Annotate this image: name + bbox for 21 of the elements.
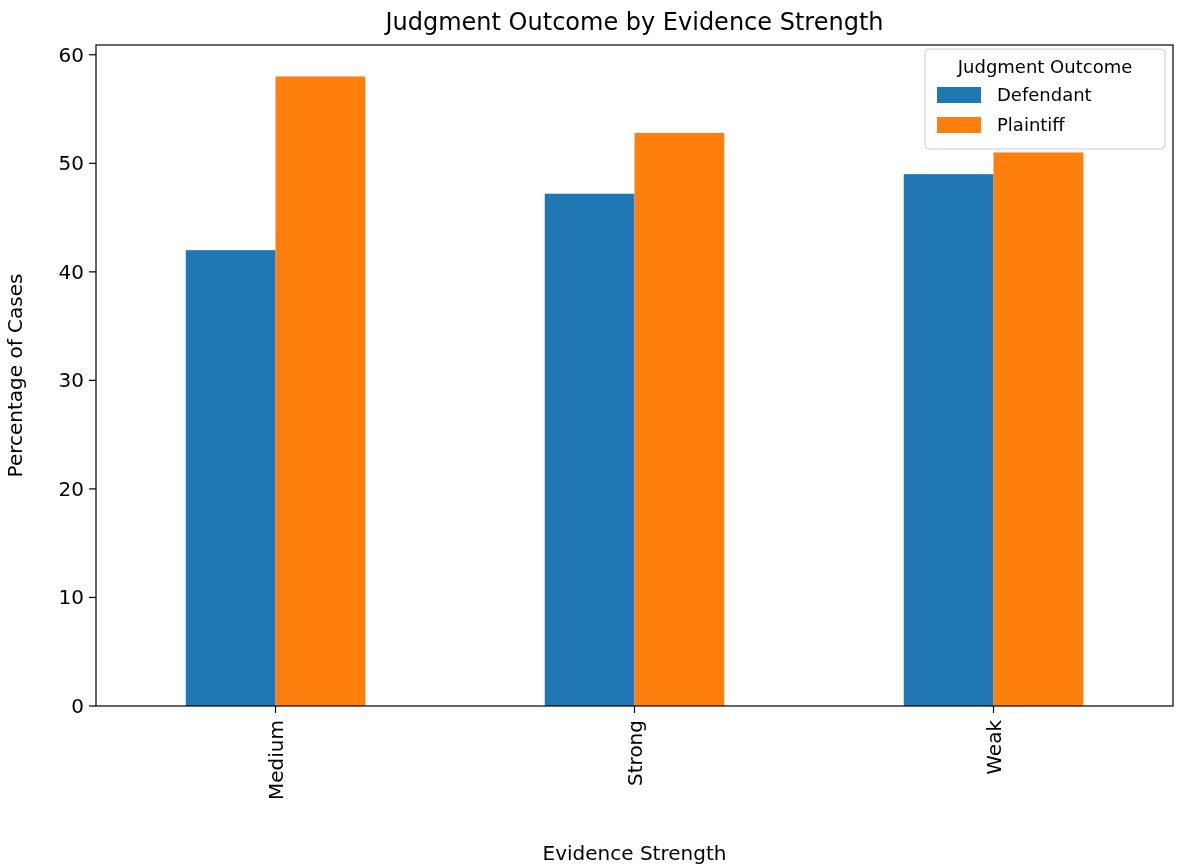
bar bbox=[275, 76, 366, 706]
legend-title: Judgment Outcome bbox=[956, 56, 1133, 77]
y-tick-label: 50 bbox=[58, 151, 84, 176]
chart-title: Judgment Outcome by Evidence Strength bbox=[383, 8, 884, 36]
y-tick-label: 10 bbox=[58, 585, 84, 610]
x-tick-label: Weak bbox=[981, 719, 1006, 775]
x-axis-title: Evidence Strength bbox=[542, 841, 727, 865]
bar bbox=[634, 132, 725, 706]
legend-label: Plaintiff bbox=[997, 114, 1066, 136]
y-axis-title: Percentage of Cases bbox=[3, 273, 27, 478]
bar bbox=[544, 193, 635, 706]
y-tick-label: 20 bbox=[58, 476, 84, 501]
y-tick-label: 40 bbox=[58, 259, 84, 284]
y-tick-label: 0 bbox=[71, 694, 84, 718]
y-tick-label: 30 bbox=[58, 368, 84, 393]
x-tick-label: Medium bbox=[263, 720, 288, 800]
bar bbox=[185, 250, 276, 706]
bar bbox=[903, 174, 994, 706]
legend-label: Defendant bbox=[997, 84, 1092, 106]
y-tick-label: 60 bbox=[58, 42, 84, 67]
x-tick-label: Strong bbox=[622, 720, 647, 786]
